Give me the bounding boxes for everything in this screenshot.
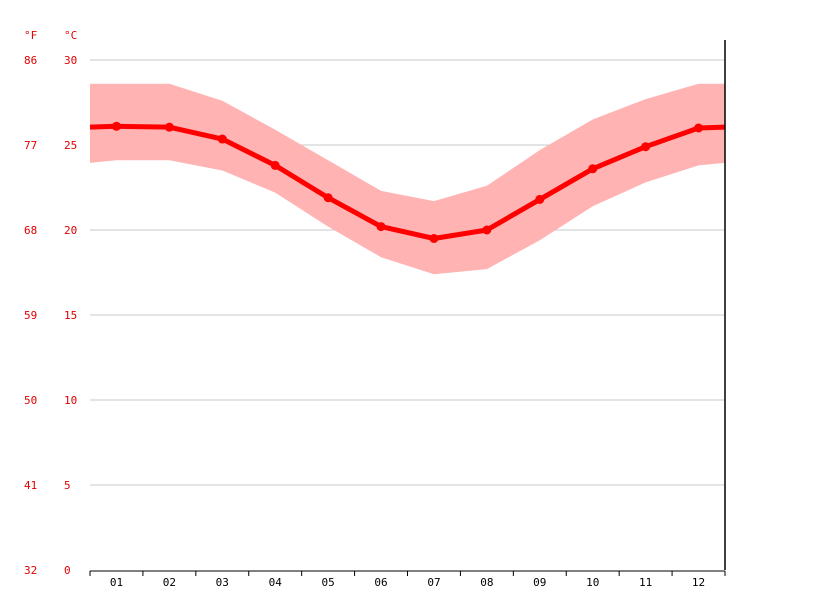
average-temperature-point: [111, 121, 121, 131]
average-temperature-point: [535, 194, 545, 204]
x-tick-label: 07: [427, 576, 440, 589]
unit-fahrenheit-label: °F: [24, 29, 37, 42]
y-tick-label-fahrenheit: 59: [24, 309, 37, 322]
y-tick-label-fahrenheit: 50: [24, 394, 37, 407]
y-tick-label-celsius: 15: [64, 309, 77, 322]
y-tick-label-fahrenheit: 68: [24, 224, 37, 237]
x-tick-label: 09: [533, 576, 546, 589]
average-temperature-point: [270, 160, 280, 170]
x-tick-label: 01: [110, 576, 123, 589]
average-temperature-point: [694, 123, 704, 133]
x-tick-label: 02: [163, 576, 176, 589]
x-tick-label: 03: [216, 576, 229, 589]
y-tick-label-fahrenheit: 32: [24, 564, 37, 577]
average-temperature-point: [323, 193, 333, 203]
y-tick-label-celsius: 25: [64, 139, 77, 152]
min-max-temperature-band: [90, 83, 725, 275]
average-temperature-point: [482, 225, 492, 235]
x-tick-label: 04: [269, 576, 283, 589]
average-temperature-point: [429, 234, 439, 243]
average-temperature-point: [376, 222, 386, 232]
y-tick-label-celsius: 20: [64, 224, 77, 237]
y-tick-label-fahrenheit: 86: [24, 54, 37, 67]
average-temperature-line: [89, 123, 726, 241]
y-tick-label-fahrenheit: 41: [24, 479, 37, 492]
x-tick-label: 05: [322, 576, 335, 589]
average-temperature-point: [588, 164, 598, 174]
x-tick-label: 11: [639, 576, 652, 589]
y-tick-label-fahrenheit: 77: [24, 139, 37, 152]
y-tick-label-celsius: 5: [64, 479, 71, 492]
average-temperature-point: [217, 134, 227, 144]
y-tick-label-celsius: 30: [64, 54, 77, 67]
average-temperature-point: [641, 142, 651, 152]
x-tick-label: 12: [692, 576, 705, 589]
x-tick-label: 06: [374, 576, 387, 589]
x-tick-label: 10: [586, 576, 599, 589]
y-tick-label-celsius: 10: [64, 394, 77, 407]
x-tick-label: 08: [480, 576, 493, 589]
unit-celsius-label: °C: [64, 29, 77, 42]
average-temperature-point: [164, 122, 174, 132]
y-tick-label-celsius: 0: [64, 564, 71, 577]
